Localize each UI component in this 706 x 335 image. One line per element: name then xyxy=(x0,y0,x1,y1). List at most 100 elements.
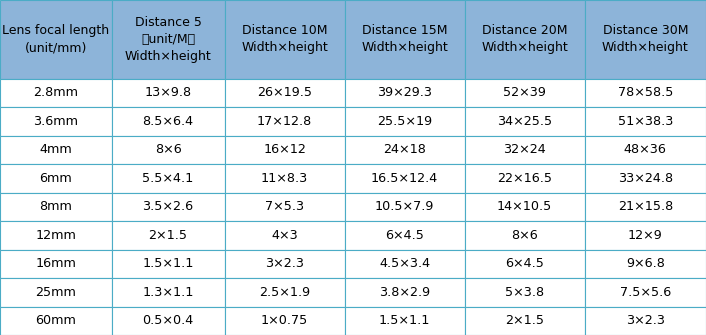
Bar xyxy=(585,278,706,307)
Text: 6×4.5: 6×4.5 xyxy=(505,257,544,270)
Text: 3.8×2.9: 3.8×2.9 xyxy=(379,286,430,299)
Bar xyxy=(112,164,225,193)
Bar xyxy=(465,0,585,79)
Bar xyxy=(465,278,585,307)
Text: 6×4.5: 6×4.5 xyxy=(385,229,424,242)
Text: 2×1.5: 2×1.5 xyxy=(148,229,188,242)
Text: 3×2.3: 3×2.3 xyxy=(265,257,304,270)
Bar xyxy=(112,79,225,107)
Bar xyxy=(465,107,585,136)
Text: 48×36: 48×36 xyxy=(624,143,666,156)
Text: 1.5×1.1: 1.5×1.1 xyxy=(143,257,193,270)
Bar xyxy=(112,307,225,335)
Bar xyxy=(345,307,465,335)
Bar xyxy=(225,250,345,278)
Bar xyxy=(225,307,345,335)
Bar xyxy=(345,107,465,136)
Bar xyxy=(112,136,225,164)
Text: 12mm: 12mm xyxy=(35,229,76,242)
Text: 32×24: 32×24 xyxy=(503,143,546,156)
Text: Distance 30M
Width×height: Distance 30M Width×height xyxy=(602,24,688,54)
Text: 11×8.3: 11×8.3 xyxy=(261,172,308,185)
Bar xyxy=(112,221,225,250)
Text: 78×58.5: 78×58.5 xyxy=(618,86,673,99)
Text: 1.5×1.1: 1.5×1.1 xyxy=(379,314,430,327)
Text: 12×9: 12×9 xyxy=(628,229,663,242)
Text: 3.6mm: 3.6mm xyxy=(33,115,78,128)
Bar xyxy=(585,164,706,193)
Bar xyxy=(585,0,706,79)
Text: 2×1.5: 2×1.5 xyxy=(505,314,544,327)
Bar xyxy=(225,0,345,79)
Text: 21×15.8: 21×15.8 xyxy=(618,200,673,213)
Text: 2.8mm: 2.8mm xyxy=(33,86,78,99)
Bar xyxy=(0,164,112,193)
Text: 9×6.8: 9×6.8 xyxy=(626,257,665,270)
Text: 7×5.3: 7×5.3 xyxy=(265,200,304,213)
Text: 16×12: 16×12 xyxy=(263,143,306,156)
Bar xyxy=(225,193,345,221)
Text: 22×16.5: 22×16.5 xyxy=(497,172,552,185)
Text: 6mm: 6mm xyxy=(40,172,72,185)
Text: 51×38.3: 51×38.3 xyxy=(618,115,673,128)
Bar xyxy=(0,278,112,307)
Text: 1×0.75: 1×0.75 xyxy=(261,314,308,327)
Bar xyxy=(345,136,465,164)
Text: 8×6: 8×6 xyxy=(511,229,538,242)
Text: 5.5×4.1: 5.5×4.1 xyxy=(143,172,193,185)
Text: Distance 15M
Width×height: Distance 15M Width×height xyxy=(361,24,448,54)
Bar xyxy=(465,164,585,193)
Text: 14×10.5: 14×10.5 xyxy=(497,200,552,213)
Bar xyxy=(345,221,465,250)
Text: 16.5×12.4: 16.5×12.4 xyxy=(371,172,438,185)
Text: 8×6: 8×6 xyxy=(155,143,181,156)
Bar xyxy=(345,79,465,107)
Bar xyxy=(465,136,585,164)
Bar xyxy=(225,221,345,250)
Text: 17×12.8: 17×12.8 xyxy=(257,115,312,128)
Bar xyxy=(112,107,225,136)
Text: Distance 5
（unit/M）
Width×height: Distance 5 （unit/M） Width×height xyxy=(125,16,211,63)
Text: Distance 20M
Width×height: Distance 20M Width×height xyxy=(481,24,568,54)
Bar xyxy=(585,79,706,107)
Bar xyxy=(0,136,112,164)
Bar xyxy=(0,193,112,221)
Bar xyxy=(465,307,585,335)
Bar xyxy=(465,79,585,107)
Text: 0.5×0.4: 0.5×0.4 xyxy=(143,314,193,327)
Bar xyxy=(0,307,112,335)
Bar xyxy=(112,278,225,307)
Text: 25mm: 25mm xyxy=(35,286,76,299)
Bar xyxy=(585,107,706,136)
Bar xyxy=(465,193,585,221)
Text: 39×29.3: 39×29.3 xyxy=(377,86,432,99)
Text: 2.5×1.9: 2.5×1.9 xyxy=(259,286,310,299)
Text: 4.5×3.4: 4.5×3.4 xyxy=(379,257,430,270)
Text: 5×3.8: 5×3.8 xyxy=(505,286,544,299)
Text: 4mm: 4mm xyxy=(40,143,72,156)
Bar xyxy=(345,0,465,79)
Bar xyxy=(465,250,585,278)
Bar xyxy=(225,107,345,136)
Bar xyxy=(585,307,706,335)
Bar xyxy=(345,164,465,193)
Text: 26×19.5: 26×19.5 xyxy=(257,86,312,99)
Text: 13×9.8: 13×9.8 xyxy=(145,86,191,99)
Text: 4×3: 4×3 xyxy=(271,229,298,242)
Text: 34×25.5: 34×25.5 xyxy=(497,115,552,128)
Text: 8mm: 8mm xyxy=(40,200,72,213)
Text: 24×18: 24×18 xyxy=(383,143,426,156)
Bar xyxy=(585,193,706,221)
Text: 16mm: 16mm xyxy=(35,257,76,270)
Text: 60mm: 60mm xyxy=(35,314,76,327)
Bar xyxy=(225,136,345,164)
Bar xyxy=(112,193,225,221)
Text: 1.3×1.1: 1.3×1.1 xyxy=(143,286,193,299)
Text: 3×2.3: 3×2.3 xyxy=(626,314,665,327)
Bar xyxy=(0,250,112,278)
Bar xyxy=(345,250,465,278)
Text: Distance 10M
Width×height: Distance 10M Width×height xyxy=(241,24,328,54)
Bar xyxy=(0,221,112,250)
Text: 3.5×2.6: 3.5×2.6 xyxy=(143,200,193,213)
Text: 10.5×7.9: 10.5×7.9 xyxy=(375,200,434,213)
